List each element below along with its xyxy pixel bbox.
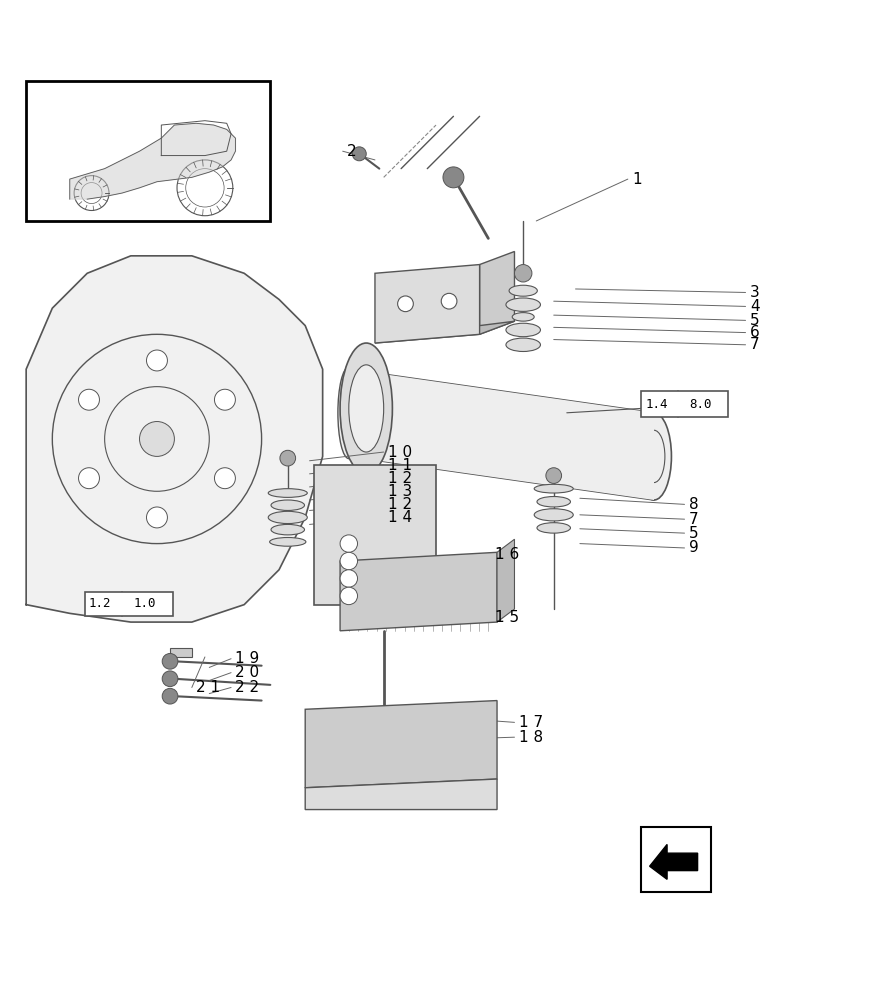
Ellipse shape [269, 511, 307, 524]
Polygon shape [497, 539, 514, 622]
Text: 1 7: 1 7 [519, 715, 543, 730]
Text: 1: 1 [632, 172, 642, 187]
Ellipse shape [506, 298, 541, 311]
Ellipse shape [506, 323, 541, 337]
Ellipse shape [509, 285, 537, 296]
Ellipse shape [340, 343, 392, 474]
Text: 1 3: 1 3 [388, 484, 412, 499]
Bar [85, 592, 173, 616]
Ellipse shape [637, 413, 671, 500]
Polygon shape [375, 265, 480, 343]
Bar [26, 81, 270, 221]
Circle shape [546, 468, 562, 483]
Circle shape [140, 422, 174, 456]
Circle shape [340, 587, 358, 605]
Ellipse shape [398, 296, 413, 312]
Text: 1 2: 1 2 [388, 497, 412, 512]
Circle shape [162, 653, 178, 669]
Circle shape [78, 468, 99, 489]
Text: 1 4: 1 4 [388, 510, 412, 525]
Circle shape [146, 350, 167, 371]
Circle shape [78, 389, 99, 410]
Text: 8: 8 [689, 497, 698, 512]
Ellipse shape [537, 497, 570, 507]
Text: 1.2: 1.2 [89, 597, 112, 610]
Text: 2 0: 2 0 [235, 665, 260, 680]
Ellipse shape [537, 523, 570, 533]
Text: 1 1: 1 1 [388, 458, 412, 473]
Text: 1 2: 1 2 [388, 471, 412, 486]
Polygon shape [375, 321, 514, 343]
Text: 1 0: 1 0 [388, 445, 412, 460]
Text: 4: 4 [750, 299, 760, 314]
Ellipse shape [512, 313, 535, 321]
Circle shape [340, 570, 358, 587]
Text: 2 1: 2 1 [196, 680, 221, 695]
Text: 5: 5 [689, 526, 698, 541]
Circle shape [162, 688, 178, 704]
Ellipse shape [441, 293, 457, 309]
Circle shape [340, 535, 358, 552]
Text: 2 2: 2 2 [235, 680, 260, 695]
Circle shape [215, 389, 235, 410]
Ellipse shape [338, 367, 359, 459]
Bar [641, 827, 711, 892]
Text: 7: 7 [689, 512, 698, 527]
Polygon shape [340, 552, 497, 631]
Text: 1 9: 1 9 [235, 651, 260, 666]
Polygon shape [650, 844, 698, 879]
Ellipse shape [349, 365, 384, 452]
Text: 8.0: 8.0 [689, 398, 712, 411]
Text: 1 5: 1 5 [495, 610, 520, 625]
Text: 3: 3 [750, 285, 760, 300]
Circle shape [352, 147, 366, 161]
Circle shape [514, 265, 532, 282]
Ellipse shape [271, 524, 304, 535]
Text: 1.0: 1.0 [133, 597, 156, 610]
Bar [641, 391, 728, 417]
Polygon shape [349, 369, 654, 500]
Circle shape [280, 450, 296, 466]
Bar [170, 648, 192, 657]
Circle shape [146, 507, 167, 528]
Text: 6: 6 [750, 325, 760, 340]
Polygon shape [26, 256, 323, 622]
Text: 7: 7 [750, 337, 760, 352]
Ellipse shape [271, 500, 304, 510]
Ellipse shape [506, 338, 541, 351]
Text: 1 6: 1 6 [495, 547, 520, 562]
Circle shape [340, 552, 358, 570]
Circle shape [162, 671, 178, 687]
Text: 1 8: 1 8 [519, 730, 543, 745]
Ellipse shape [535, 484, 573, 493]
Polygon shape [305, 779, 497, 810]
Text: 5: 5 [750, 313, 760, 328]
Bar [314, 465, 436, 605]
Text: 9: 9 [689, 540, 698, 555]
Text: 2: 2 [347, 144, 357, 159]
Polygon shape [305, 701, 497, 788]
Ellipse shape [535, 509, 573, 521]
Polygon shape [70, 123, 235, 199]
Ellipse shape [269, 537, 306, 546]
Ellipse shape [269, 489, 307, 497]
Circle shape [215, 468, 235, 489]
Circle shape [443, 167, 464, 188]
Text: 1.4: 1.4 [645, 398, 668, 411]
Polygon shape [480, 251, 514, 334]
